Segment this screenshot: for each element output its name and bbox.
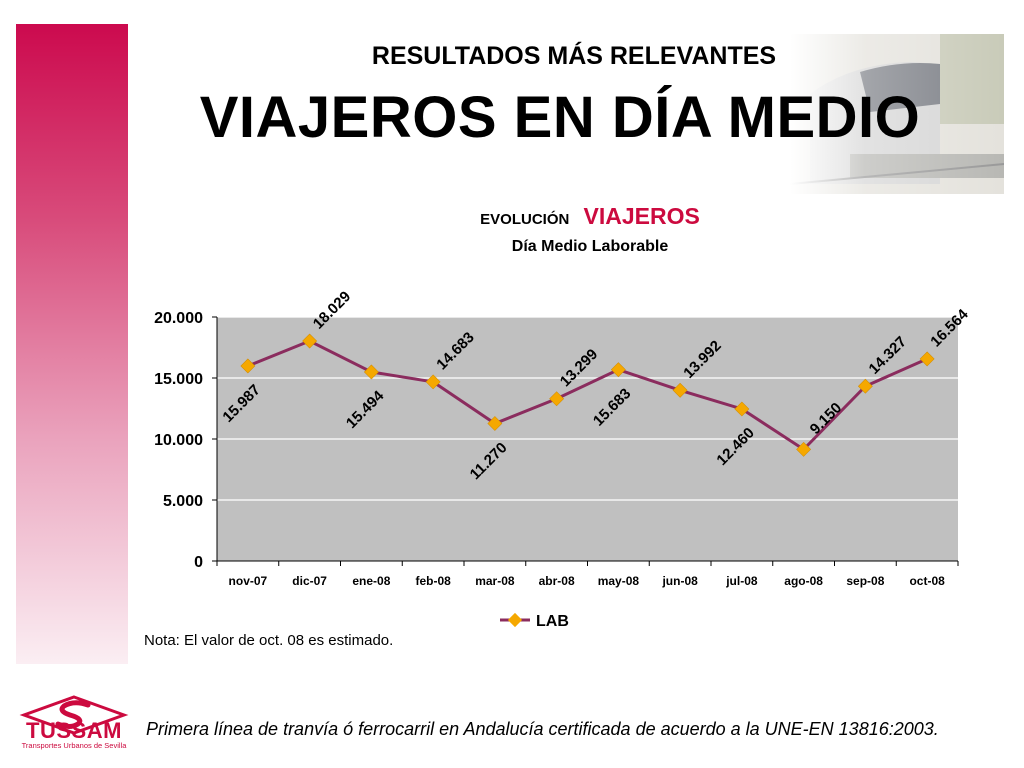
tussam-logo-icon <box>19 695 129 735</box>
data-point <box>857 378 873 394</box>
x-tick-label: jul-08 <box>725 574 758 588</box>
data-point <box>487 416 503 431</box>
series-line-lab <box>247 339 928 452</box>
x-tick-label: ago-08 <box>784 574 823 588</box>
legend-marker <box>507 612 523 628</box>
x-tick-label: jun-08 <box>661 574 698 588</box>
footer-text: Primera línea de tranvía ó ferrocarril e… <box>146 719 939 739</box>
x-tick-label: nov-07 <box>229 574 268 588</box>
data-point <box>363 364 379 380</box>
x-tick-label: mar-08 <box>475 574 515 588</box>
data-point <box>610 362 626 378</box>
data-point <box>919 351 935 367</box>
chart-title-highlight: VIAJEROS <box>583 203 700 229</box>
data-point <box>796 441 812 457</box>
chart-title-prefix: EVOLUCIÓN <box>480 211 570 228</box>
slide-title: VIAJEROS EN DÍA MEDIO <box>199 85 921 150</box>
y-tick-label: 5.000 <box>163 493 203 510</box>
data-point <box>549 391 565 407</box>
x-tick-label: abr-08 <box>539 574 575 588</box>
chart-title: EVOLUCIÓN VIAJEROS <box>300 203 880 230</box>
logo-tagline: Transportes Urbanos de Sevilla <box>21 741 127 750</box>
chart-note: Nota: El valor de oct. 08 es estimado. <box>144 632 394 649</box>
data-point <box>302 333 318 349</box>
tram-photo <box>790 34 1004 194</box>
y-tick-label: 15.000 <box>154 371 203 388</box>
y-tick-label: 20.000 <box>154 310 203 327</box>
data-point <box>240 358 256 374</box>
data-point <box>672 382 688 398</box>
slide-subtitle: RESULTADOS MÁS RELEVANTES <box>371 42 777 70</box>
x-tick-label: oct-08 <box>909 574 945 588</box>
legend-label: LAB <box>536 613 569 630</box>
x-tick-label: sep-08 <box>846 574 884 588</box>
x-tick-label: feb-08 <box>415 574 451 588</box>
data-point <box>734 401 750 417</box>
x-tick-label: ene-08 <box>352 574 390 588</box>
chart-subtitle: Día Medio Laborable <box>511 238 669 255</box>
logo-name: TUSSAM <box>26 718 122 743</box>
x-tick-label: may-08 <box>598 574 640 588</box>
y-tick-label: 0 <box>194 554 203 571</box>
x-tick-label: dic-07 <box>292 574 327 588</box>
y-tick-label: 10.000 <box>154 432 203 449</box>
data-point <box>425 374 441 390</box>
side-accent-bar <box>16 24 128 664</box>
